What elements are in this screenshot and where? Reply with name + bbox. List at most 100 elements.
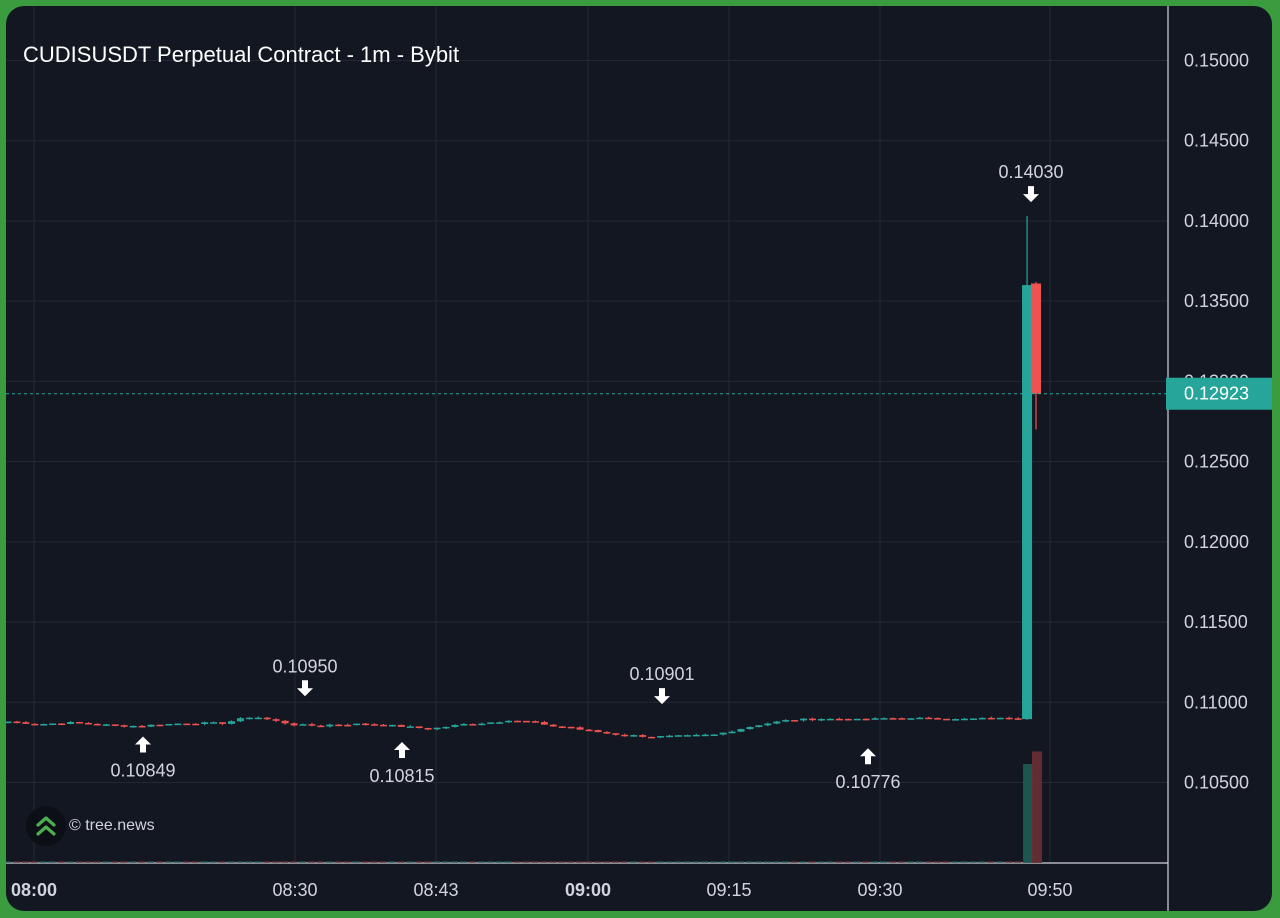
candle-body[interactable] xyxy=(201,722,209,725)
candle-body[interactable] xyxy=(737,729,745,732)
candle-body[interactable] xyxy=(371,724,379,726)
candle-body[interactable] xyxy=(880,718,888,720)
candle-body[interactable] xyxy=(576,727,584,730)
candle-body[interactable] xyxy=(174,723,182,726)
candle-body[interactable] xyxy=(451,725,459,727)
candle-body[interactable] xyxy=(6,721,12,724)
candle-body[interactable] xyxy=(263,717,271,720)
candle-body[interactable] xyxy=(219,722,227,724)
candle-body[interactable] xyxy=(889,718,897,720)
candle-body[interactable] xyxy=(254,717,262,720)
candle-body[interactable] xyxy=(84,722,92,725)
candle-body[interactable] xyxy=(156,724,164,727)
candle-body[interactable] xyxy=(40,724,48,726)
candle-body[interactable] xyxy=(800,718,808,721)
candle-body[interactable] xyxy=(916,717,924,720)
candle-body[interactable] xyxy=(719,732,727,735)
candle-body[interactable] xyxy=(192,723,200,726)
candle-body[interactable] xyxy=(871,718,879,720)
candle-body[interactable] xyxy=(362,723,370,726)
candle-body[interactable] xyxy=(969,718,977,720)
candle-body[interactable] xyxy=(853,718,861,721)
candle-body[interactable] xyxy=(603,732,611,734)
candle-body[interactable] xyxy=(210,722,218,724)
candlestick-chart[interactable]: 0.150000.145000.140000.135000.130000.125… xyxy=(6,6,1272,911)
candle-body[interactable] xyxy=(764,723,772,726)
candle-body[interactable] xyxy=(817,718,825,721)
candle-body[interactable] xyxy=(397,724,405,727)
candle-body[interactable] xyxy=(987,717,995,720)
candle-body[interactable] xyxy=(925,717,933,720)
candle-body[interactable] xyxy=(317,725,325,728)
candle-body[interactable] xyxy=(898,718,906,720)
candle-body[interactable] xyxy=(728,731,736,734)
candle-body[interactable] xyxy=(31,723,39,726)
candle-body[interactable] xyxy=(612,733,620,735)
candle-body[interactable] xyxy=(22,722,30,724)
candle-body[interactable] xyxy=(13,721,21,724)
candle-body[interactable] xyxy=(299,724,307,726)
candle-body[interactable] xyxy=(746,727,754,730)
candle-body[interactable] xyxy=(692,734,700,737)
candle-body[interactable] xyxy=(496,722,504,724)
candle-body[interactable] xyxy=(648,736,656,739)
candle-body[interactable] xyxy=(755,725,763,728)
candle-body[interactable] xyxy=(102,724,110,726)
candle-body[interactable] xyxy=(415,726,423,729)
candle-body[interactable] xyxy=(58,723,66,726)
candle-body[interactable] xyxy=(76,722,84,724)
candle-body[interactable] xyxy=(487,722,495,724)
candle-body[interactable] xyxy=(111,724,119,726)
candle-body[interactable] xyxy=(621,734,629,737)
candle-body[interactable] xyxy=(514,720,522,723)
candle-body[interactable] xyxy=(791,720,799,722)
candle-body[interactable] xyxy=(826,718,834,721)
candle-body[interactable] xyxy=(469,724,477,726)
candle-body[interactable] xyxy=(567,726,575,729)
candle-body[interactable] xyxy=(952,719,960,721)
candle-body[interactable] xyxy=(433,727,441,730)
candle-body[interactable] xyxy=(290,723,298,726)
candle-body[interactable] xyxy=(183,723,191,726)
candle-body[interactable] xyxy=(67,722,75,724)
candle-body[interactable] xyxy=(835,718,843,721)
candle-body[interactable] xyxy=(844,718,852,721)
candle-body[interactable] xyxy=(862,718,870,721)
candle-body[interactable] xyxy=(934,718,942,720)
candle-body[interactable] xyxy=(138,725,146,728)
candle-body[interactable] xyxy=(943,718,951,721)
candle-body[interactable] xyxy=(120,725,128,727)
candle-body[interactable] xyxy=(227,721,235,724)
candle-body[interactable] xyxy=(505,720,513,723)
candle-body[interactable] xyxy=(353,723,361,726)
candle-body[interactable] xyxy=(335,724,343,727)
candle-body[interactable] xyxy=(683,735,691,737)
candle-body[interactable] xyxy=(907,718,915,720)
candle-body[interactable] xyxy=(326,724,334,727)
candle-body[interactable] xyxy=(657,736,665,738)
candle-body[interactable] xyxy=(478,723,486,726)
candle-body[interactable] xyxy=(773,721,781,724)
candle-body[interactable] xyxy=(585,729,593,732)
candle-body[interactable] xyxy=(1005,717,1013,720)
candle-body[interactable] xyxy=(344,724,352,727)
candle-body[interactable] xyxy=(639,735,647,737)
candle-body[interactable] xyxy=(630,735,638,737)
candle-body[interactable] xyxy=(1022,285,1033,720)
candle-body[interactable] xyxy=(996,717,1004,720)
candle-body[interactable] xyxy=(236,718,244,722)
candle-body[interactable] xyxy=(272,719,280,721)
candle-body[interactable] xyxy=(710,734,718,736)
candle-body[interactable] xyxy=(960,718,968,721)
candle-body[interactable] xyxy=(1014,718,1022,720)
candle-body[interactable] xyxy=(701,734,709,737)
candle-body[interactable] xyxy=(594,730,602,733)
candle-body[interactable] xyxy=(165,723,173,726)
candle-body[interactable] xyxy=(388,724,396,727)
candle-body[interactable] xyxy=(49,723,57,726)
candle-body[interactable] xyxy=(549,724,557,727)
candle-body[interactable] xyxy=(129,725,137,728)
candle-body[interactable] xyxy=(531,721,539,723)
candle-body[interactable] xyxy=(442,726,450,729)
candle-body[interactable] xyxy=(978,717,986,720)
